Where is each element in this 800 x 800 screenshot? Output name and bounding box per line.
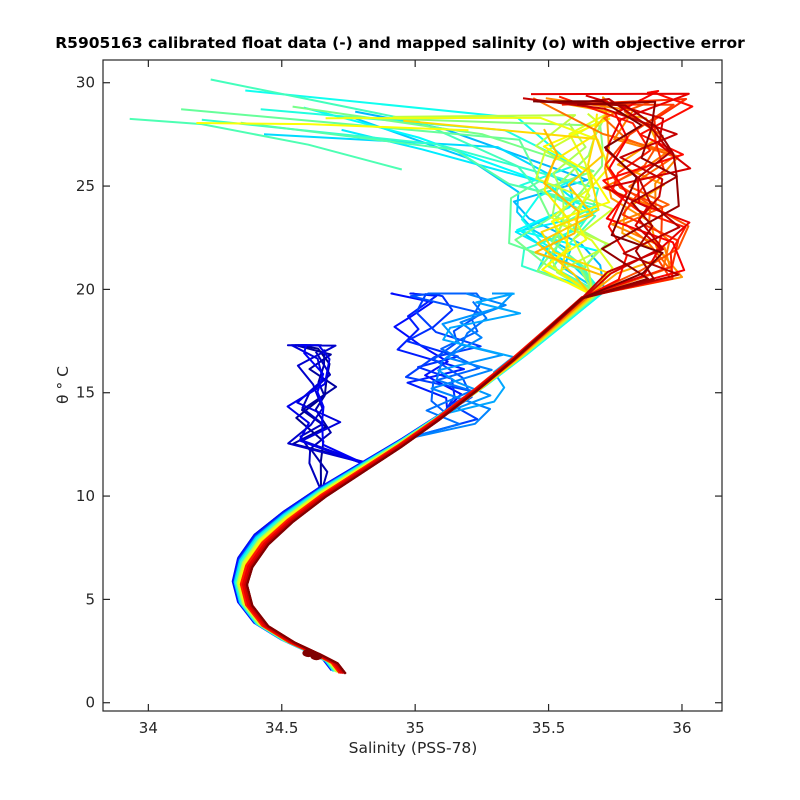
- mapped-salinity-marker: [310, 652, 323, 661]
- chart-title: R5905163 calibrated float data (-) and m…: [55, 34, 745, 52]
- profile-line: [129, 117, 403, 171]
- profile-line: [241, 113, 598, 673]
- profile-line: [235, 128, 602, 672]
- x-tick-label: 35: [406, 719, 425, 737]
- profile-line: [241, 97, 680, 674]
- x-tick-label: 34: [139, 719, 158, 737]
- profile-line: [234, 292, 483, 672]
- y-axis-label: θ ° C: [54, 366, 72, 404]
- x-tick-label: 36: [672, 719, 691, 737]
- y-tick-label: 30: [76, 74, 95, 92]
- x-tick-label: 34.5: [265, 719, 298, 737]
- y-tick-label: 25: [76, 177, 95, 195]
- profile-line: [241, 92, 691, 675]
- profile-line: [196, 122, 469, 132]
- x-axis-label: Salinity (PSS-78): [349, 739, 478, 757]
- profiles-layer: [129, 78, 694, 675]
- y-tick-label: 0: [85, 694, 95, 712]
- profile-line: [210, 78, 601, 673]
- profile-line: [244, 97, 678, 675]
- y-tick-label: 20: [76, 280, 95, 298]
- profile-line: [238, 116, 604, 673]
- y-tick-label: 15: [76, 384, 95, 402]
- x-tick-label: 35.5: [532, 719, 565, 737]
- profile-line: [233, 133, 601, 672]
- y-tick-label: 5: [85, 590, 95, 608]
- profile-line: [235, 292, 514, 672]
- profile-line: [238, 292, 522, 672]
- y-tick-label: 10: [76, 487, 95, 505]
- axes-box: [102, 59, 723, 712]
- ticks-layer: 34 34.5 35 35.5 36 0 5 10 15 20 25 30: [76, 60, 722, 737]
- profile-line: [201, 118, 600, 673]
- profile-line: [246, 100, 664, 675]
- profile-line: [233, 115, 602, 672]
- profile-line: [242, 119, 607, 674]
